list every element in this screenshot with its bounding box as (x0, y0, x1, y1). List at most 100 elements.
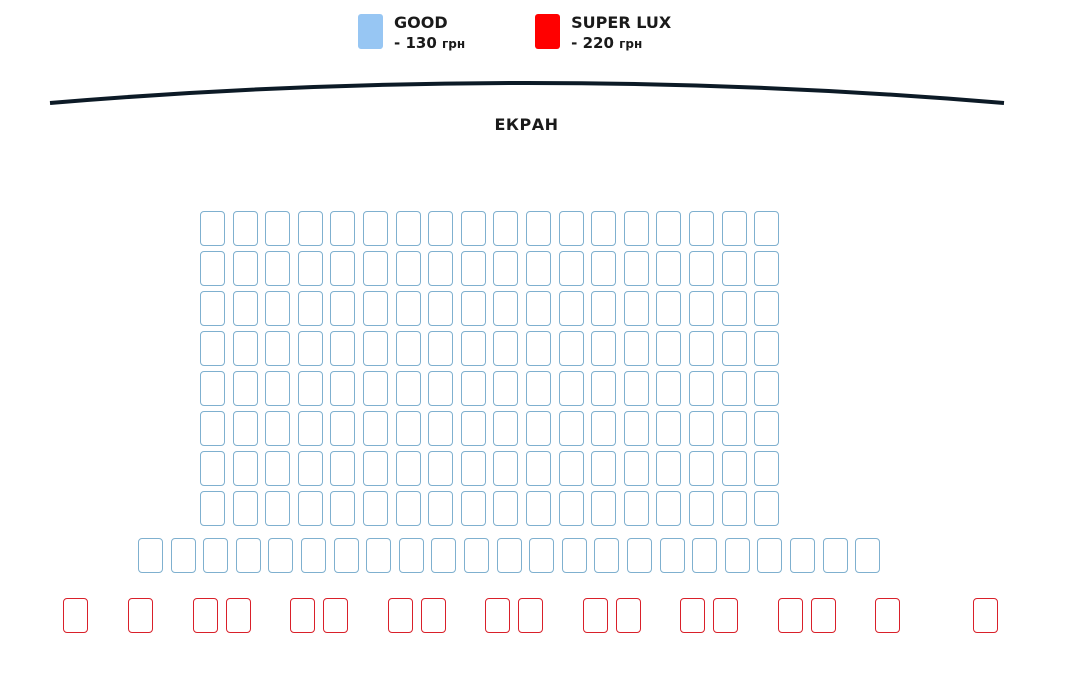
seat-good[interactable] (627, 538, 652, 573)
seat-good[interactable] (529, 538, 555, 573)
seat-good[interactable] (363, 451, 388, 486)
seat-good[interactable] (855, 538, 881, 573)
seat-good[interactable] (460, 331, 486, 366)
seat-good[interactable] (754, 251, 780, 286)
seat-good[interactable] (138, 538, 163, 573)
seat-good[interactable] (330, 451, 356, 486)
seat-good[interactable] (721, 291, 747, 326)
seat-good[interactable] (395, 371, 421, 406)
seat-good[interactable] (363, 371, 388, 406)
seat-good[interactable] (203, 538, 229, 573)
seat-good[interactable] (689, 211, 714, 246)
seat-good[interactable] (689, 251, 714, 286)
seat-good[interactable] (591, 291, 617, 326)
seat-good[interactable] (558, 331, 584, 366)
seat-super-lux[interactable] (128, 598, 153, 633)
seat-good[interactable] (460, 491, 486, 526)
seat-super-lux[interactable] (680, 598, 705, 633)
seat-good[interactable] (493, 291, 519, 326)
seat-good[interactable] (721, 491, 747, 526)
seat-good[interactable] (659, 538, 685, 573)
seat-good[interactable] (297, 371, 323, 406)
seat-good[interactable] (526, 211, 551, 246)
seat-good[interactable] (721, 411, 747, 446)
seat-good[interactable] (493, 411, 519, 446)
seat-good[interactable] (493, 211, 519, 246)
seat-good[interactable] (363, 211, 388, 246)
seat-good[interactable] (558, 451, 584, 486)
seat-good[interactable] (558, 491, 584, 526)
seat-good[interactable] (591, 211, 617, 246)
seat-good[interactable] (526, 331, 551, 366)
seat-good[interactable] (526, 451, 551, 486)
seat-good[interactable] (232, 411, 258, 446)
seat-good[interactable] (591, 331, 617, 366)
seat-good[interactable] (721, 211, 747, 246)
seat-good[interactable] (724, 538, 750, 573)
seat-good[interactable] (363, 251, 388, 286)
seat-good[interactable] (363, 331, 388, 366)
seat-good[interactable] (395, 451, 421, 486)
seat-good[interactable] (689, 491, 714, 526)
seat-good[interactable] (656, 411, 682, 446)
seat-good[interactable] (460, 211, 486, 246)
seat-good[interactable] (232, 331, 258, 366)
seat-good[interactable] (591, 371, 617, 406)
seat-good[interactable] (754, 451, 780, 486)
seat-good[interactable] (395, 491, 421, 526)
seat-good[interactable] (493, 331, 519, 366)
seat-good[interactable] (297, 291, 323, 326)
seat-good[interactable] (623, 331, 649, 366)
seat-super-lux[interactable] (517, 598, 543, 633)
seat-good[interactable] (301, 538, 326, 573)
seat-good[interactable] (558, 411, 584, 446)
seat-good[interactable] (268, 538, 294, 573)
seat-super-lux[interactable] (615, 598, 641, 633)
seat-good[interactable] (363, 411, 388, 446)
seat-good[interactable] (395, 211, 421, 246)
seat-good[interactable] (526, 411, 551, 446)
seat-good[interactable] (297, 331, 323, 366)
seat-good[interactable] (200, 411, 225, 446)
seat-good[interactable] (330, 411, 356, 446)
seat-good[interactable] (558, 211, 584, 246)
seat-good[interactable] (428, 291, 454, 326)
seat-good[interactable] (591, 491, 617, 526)
seat-good[interactable] (591, 251, 617, 286)
seat-good[interactable] (526, 371, 551, 406)
seat-good[interactable] (692, 538, 718, 573)
seat-good[interactable] (363, 491, 388, 526)
seat-good[interactable] (395, 411, 421, 446)
seat-super-lux[interactable] (778, 598, 803, 633)
seat-good[interactable] (493, 451, 519, 486)
seat-good[interactable] (623, 371, 649, 406)
seat-good[interactable] (431, 538, 457, 573)
seat-good[interactable] (623, 251, 649, 286)
seat-good[interactable] (656, 211, 682, 246)
seat-good[interactable] (754, 411, 780, 446)
seat-good[interactable] (558, 251, 584, 286)
seat-good[interactable] (297, 251, 323, 286)
seat-good[interactable] (330, 491, 356, 526)
seat-good[interactable] (460, 251, 486, 286)
seat-good[interactable] (428, 451, 454, 486)
seat-good[interactable] (594, 538, 620, 573)
seat-good[interactable] (526, 491, 551, 526)
seat-super-lux[interactable] (322, 598, 348, 633)
seat-good[interactable] (493, 251, 519, 286)
seat-good[interactable] (265, 411, 291, 446)
seat-super-lux[interactable] (810, 598, 836, 633)
seat-good[interactable] (460, 451, 486, 486)
seat-good[interactable] (561, 538, 587, 573)
seat-good[interactable] (265, 211, 291, 246)
seat-good[interactable] (200, 491, 225, 526)
seat-good[interactable] (558, 371, 584, 406)
seat-good[interactable] (460, 411, 486, 446)
seat-good[interactable] (721, 371, 747, 406)
seat-good[interactable] (200, 211, 225, 246)
seat-super-lux[interactable] (712, 598, 738, 633)
seat-super-lux[interactable] (193, 598, 218, 633)
seat-good[interactable] (235, 538, 261, 573)
seat-good[interactable] (395, 251, 421, 286)
seat-good[interactable] (297, 491, 323, 526)
